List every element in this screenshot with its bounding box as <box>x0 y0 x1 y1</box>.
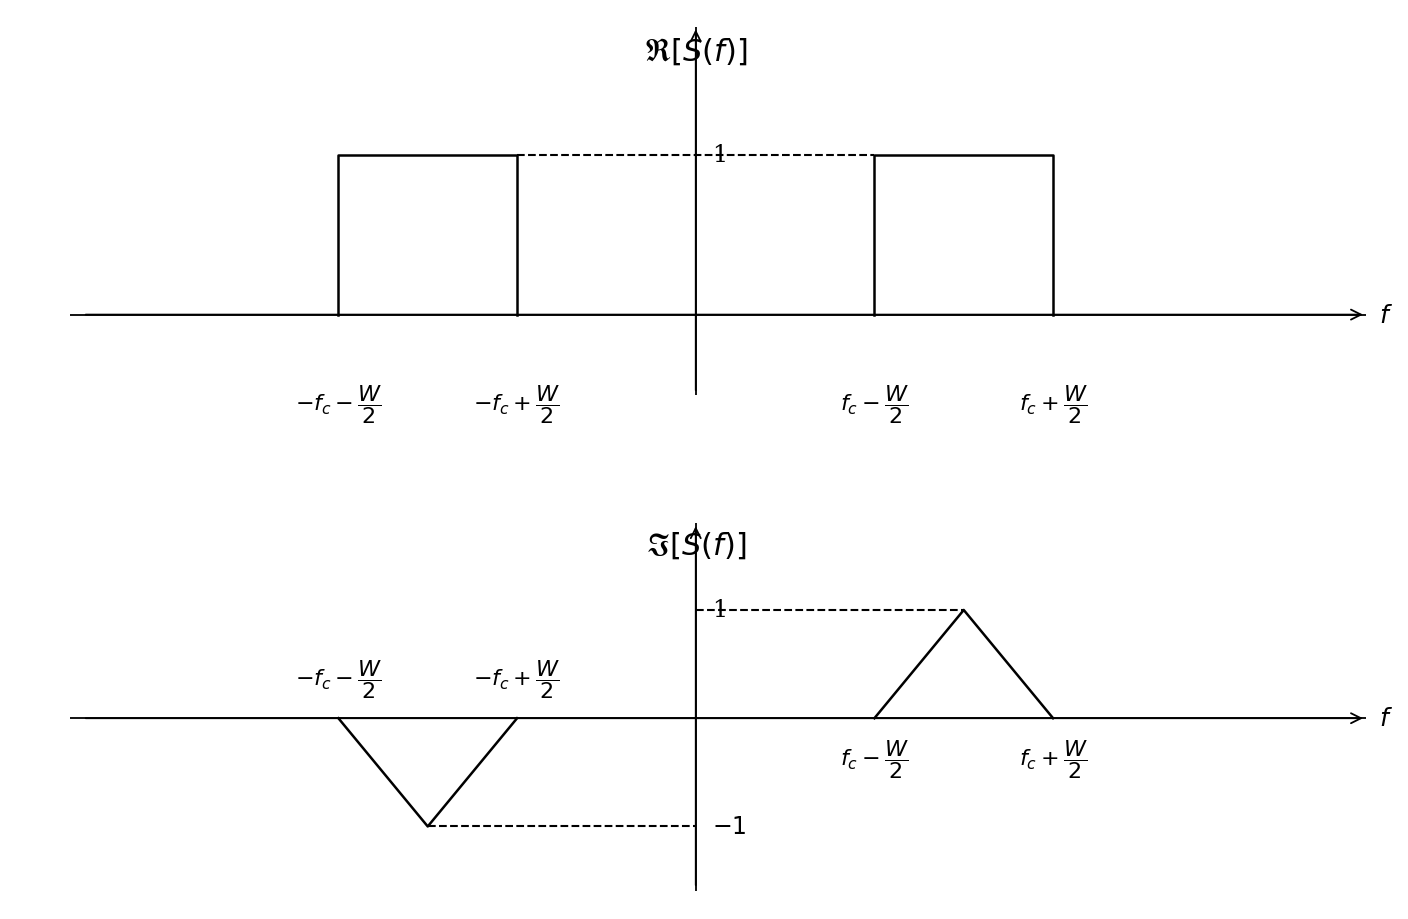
Text: $\mathfrak{I}[S(f)]$: $\mathfrak{I}[S(f)]$ <box>646 529 746 561</box>
Text: $-f_c+\dfrac{W}{2}$: $-f_c+\dfrac{W}{2}$ <box>473 657 560 700</box>
Text: $-f_c-\dfrac{W}{2}$: $-f_c-\dfrac{W}{2}$ <box>294 657 382 700</box>
Text: 1: 1 <box>712 144 727 167</box>
Text: $f_c-\dfrac{W}{2}$: $f_c-\dfrac{W}{2}$ <box>841 382 910 425</box>
Text: 1: 1 <box>712 599 727 622</box>
Text: $f_c+\dfrac{W}{2}$: $f_c+\dfrac{W}{2}$ <box>1018 382 1087 425</box>
Text: $f_c+\dfrac{W}{2}$: $f_c+\dfrac{W}{2}$ <box>1018 737 1087 779</box>
Text: $f$: $f$ <box>1380 303 1393 327</box>
Text: $-f_c+\dfrac{W}{2}$: $-f_c+\dfrac{W}{2}$ <box>473 382 560 425</box>
Text: $-f_c-\dfrac{W}{2}$: $-f_c-\dfrac{W}{2}$ <box>294 382 382 425</box>
Text: $f_c-\dfrac{W}{2}$: $f_c-\dfrac{W}{2}$ <box>841 737 910 779</box>
Text: $f$: $f$ <box>1380 707 1393 731</box>
Text: $\mathfrak{R}[S(f)]$: $\mathfrak{R}[S(f)]$ <box>643 36 748 67</box>
Text: $-1$: $-1$ <box>712 814 746 838</box>
